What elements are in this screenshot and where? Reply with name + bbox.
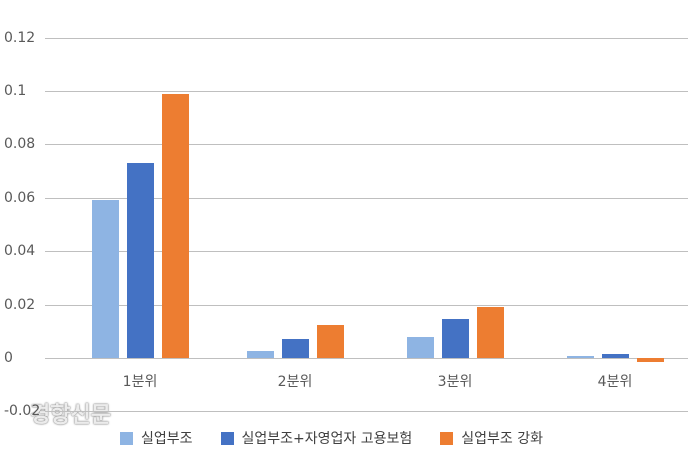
legend-label: 실업부조 강화 <box>461 431 544 447</box>
legend-item: 실업부조 <box>120 428 193 448</box>
y-tick-label: 0 <box>4 350 13 366</box>
x-tick-label: 1분위 <box>122 374 158 390</box>
gridline <box>45 144 688 146</box>
bar <box>441 319 469 358</box>
x-tick-label: 4분위 <box>597 374 633 390</box>
y-tick-label: 0.08 <box>4 136 36 153</box>
legend-swatch <box>440 431 454 445</box>
gridline <box>45 358 688 359</box>
legend: 실업부조 실업부조+자영업자 고용보험 실업부조 강화 <box>120 428 543 448</box>
bar <box>566 355 594 358</box>
legend-label: 실업부조+자영업자 고용보험 <box>241 431 413 447</box>
legend-item: 실업부조+자영업자 고용보험 <box>220 428 413 448</box>
y-tick-label: 0.12 <box>4 29 36 46</box>
y-tick-label: 0.06 <box>4 189 36 206</box>
gridline <box>45 91 688 92</box>
bar <box>476 307 504 358</box>
x-tick-label: 2분위 <box>277 374 313 390</box>
gridline <box>45 304 688 306</box>
y-tick-label: -0.02 <box>4 403 41 420</box>
bar <box>246 350 274 358</box>
gridline <box>45 411 688 413</box>
gridline <box>45 251 688 253</box>
bar <box>126 163 154 358</box>
legend-swatch <box>120 431 133 445</box>
y-tick-label: 0.02 <box>4 296 36 313</box>
watermark: 경향신문 <box>30 403 111 428</box>
bar <box>91 200 119 358</box>
bar <box>316 324 344 358</box>
bar <box>281 339 309 358</box>
bar <box>161 93 189 358</box>
bar <box>601 353 629 358</box>
bar <box>406 336 434 358</box>
bar <box>636 358 664 362</box>
legend-swatch <box>220 431 234 445</box>
y-tick-label: 0.1 <box>4 83 27 99</box>
y-tick-label: 0.04 <box>4 243 36 260</box>
gridline <box>45 37 688 39</box>
legend-item: 실업부조 강화 <box>440 428 543 448</box>
legend-label: 실업부조 <box>141 431 193 447</box>
x-tick-label: 3분위 <box>437 374 473 390</box>
gridline <box>45 197 688 199</box>
